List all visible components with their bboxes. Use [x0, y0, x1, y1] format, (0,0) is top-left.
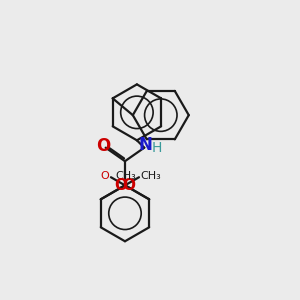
Text: O: O: [97, 137, 111, 155]
Text: O: O: [115, 178, 128, 193]
Text: CH₃: CH₃: [140, 171, 161, 181]
Text: N: N: [138, 136, 152, 154]
Text: CH₃: CH₃: [115, 171, 136, 181]
Text: O: O: [101, 171, 110, 181]
Text: O: O: [122, 178, 135, 193]
Text: H: H: [152, 141, 162, 155]
